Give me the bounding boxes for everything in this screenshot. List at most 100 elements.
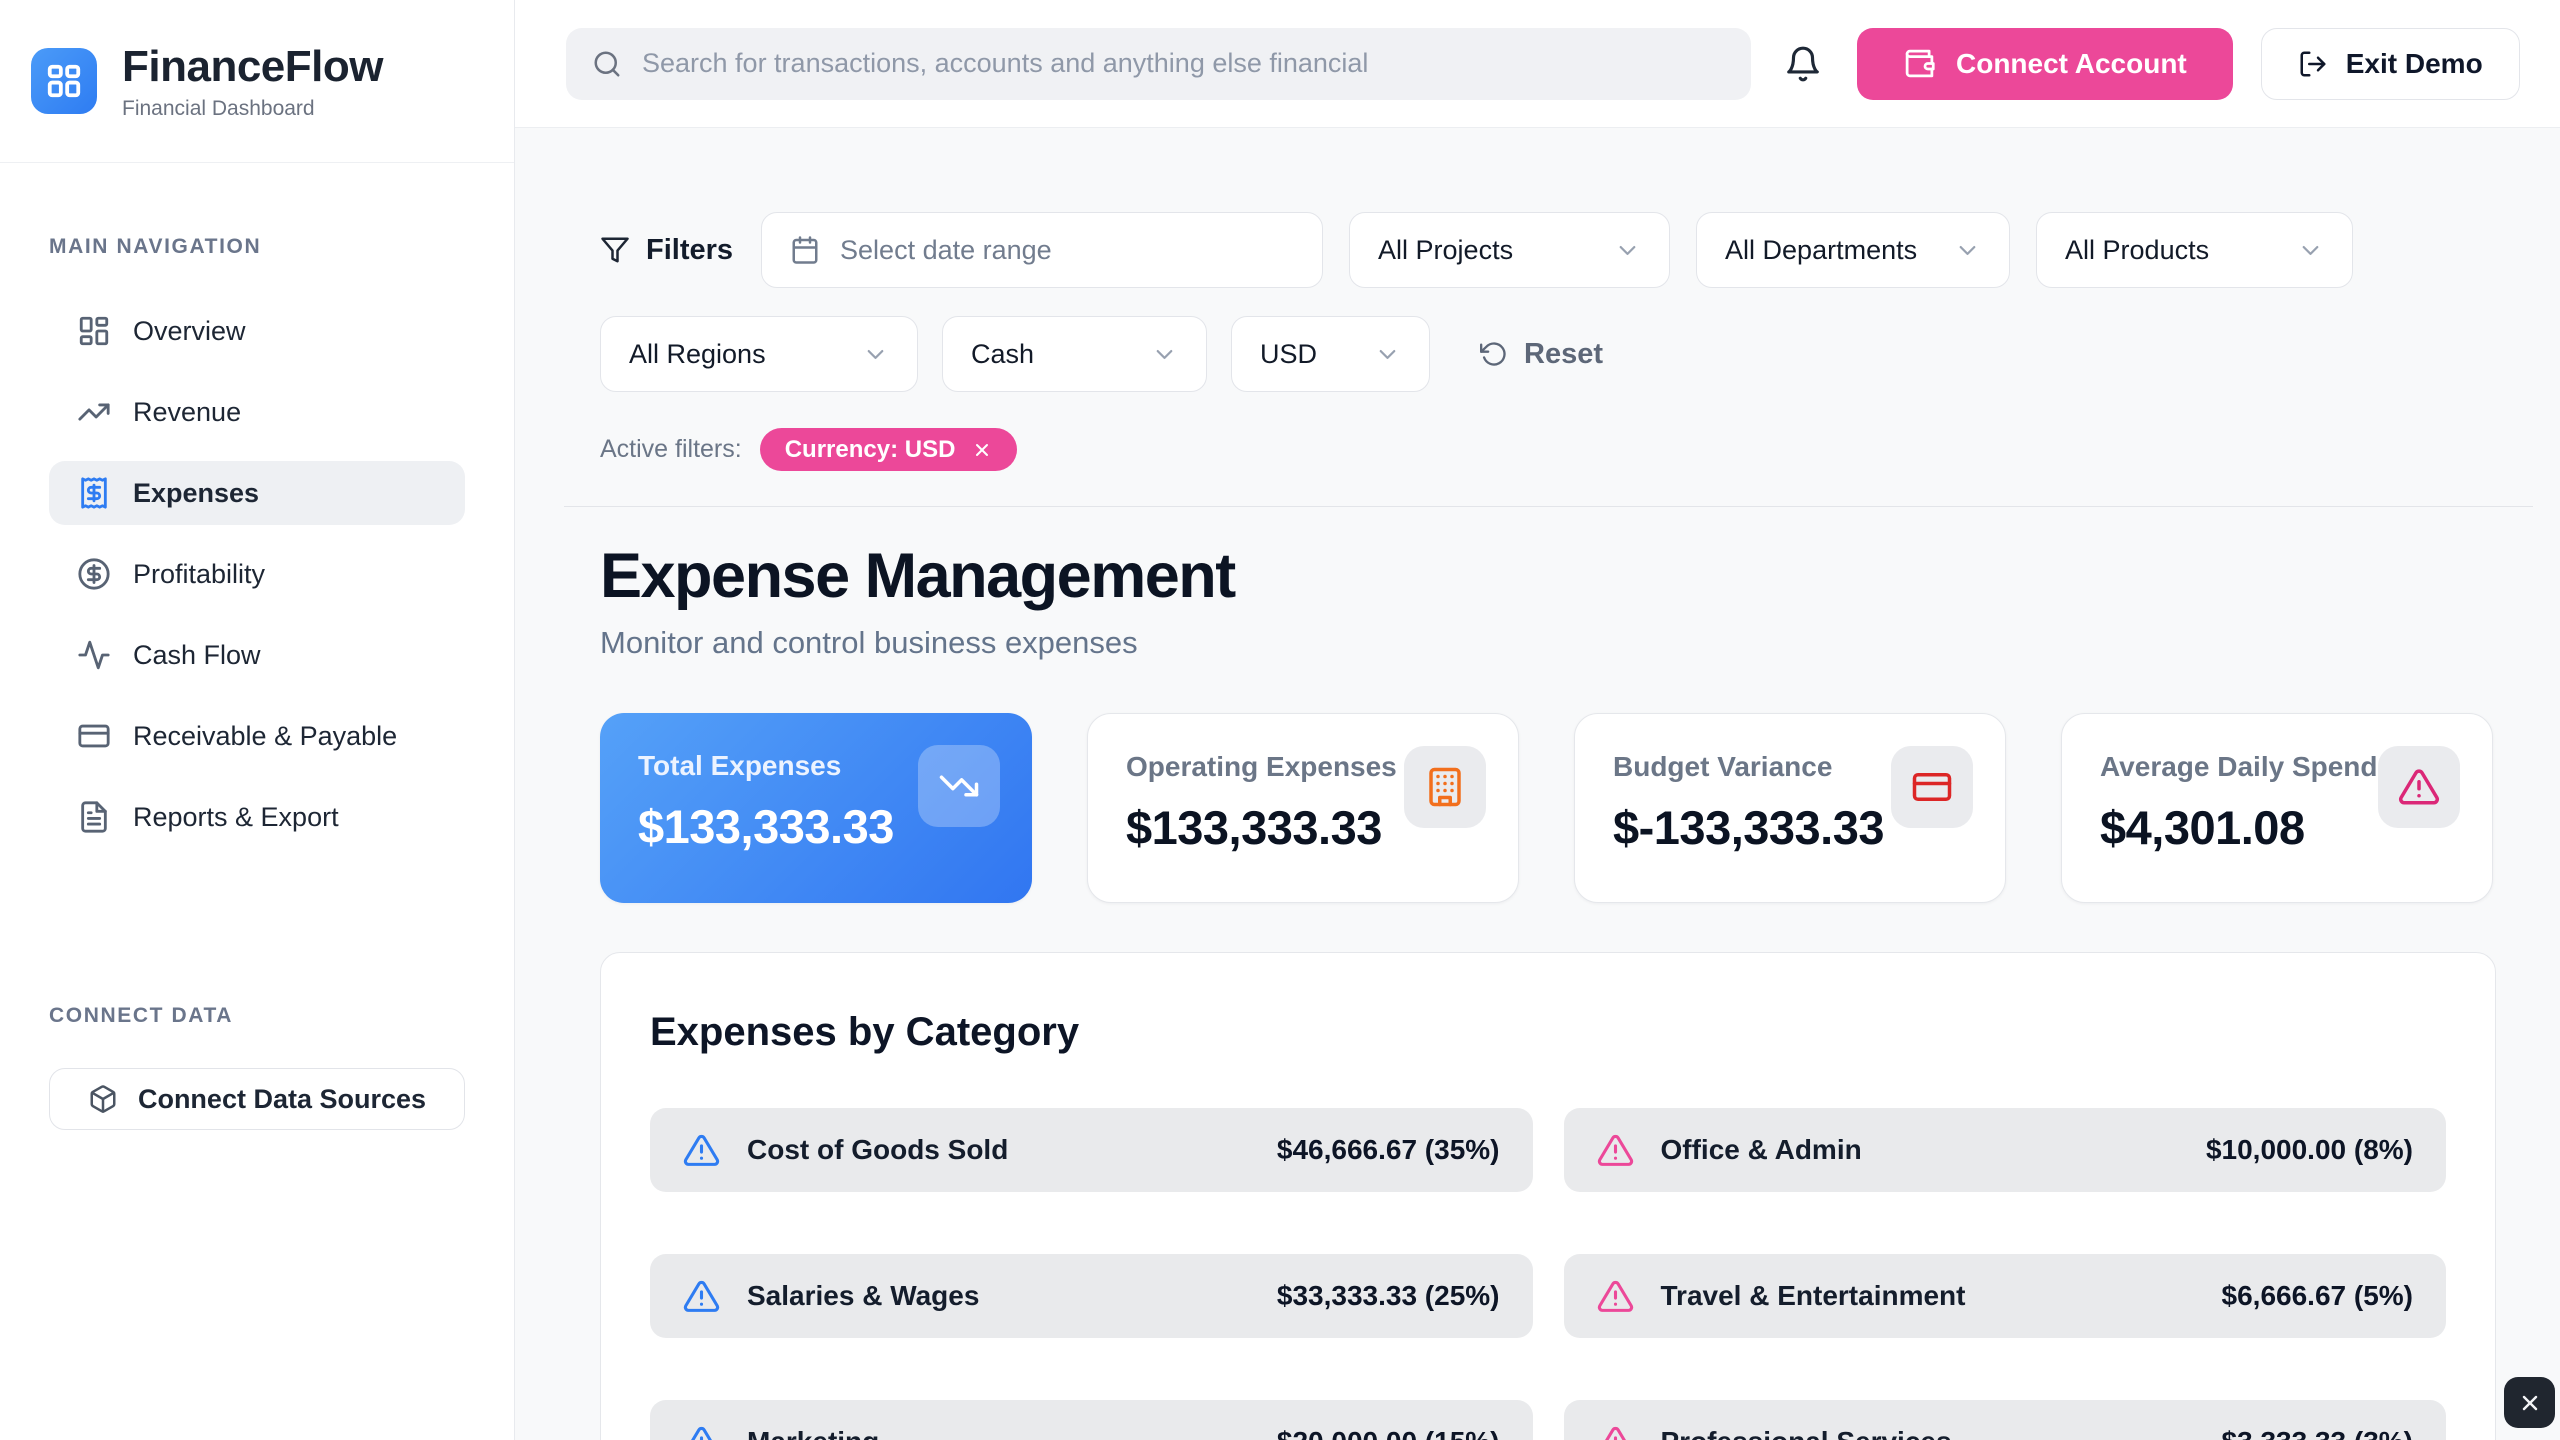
sidebar-item-overview[interactable]: Overview — [49, 299, 465, 363]
stat-label: Average Daily Spend — [2100, 751, 2378, 782]
category-name: Professional Services — [1661, 1426, 1952, 1440]
page-title: Expense Management — [600, 541, 1236, 611]
stat-label: Operating Expenses — [1126, 751, 1397, 782]
app-subtitle: Financial Dashboard — [122, 96, 315, 120]
exit-demo-button[interactable]: Exit Demo — [2260, 27, 2520, 100]
regions-dropdown[interactable]: All Regions — [600, 316, 918, 392]
category-row-cost-of-goods-sold[interactable]: Cost of Goods Sold $46,666.67 (35%) — [650, 1108, 1533, 1192]
filters-row-1: Filters Select date range All Projects A… — [600, 212, 2496, 288]
warning-triangle-icon — [683, 1134, 720, 1166]
chevron-down-icon — [1156, 349, 1173, 359]
category-name: Marketing — [747, 1426, 879, 1440]
category-value: $20,000.00 (15%) — [1277, 1426, 1500, 1440]
calendar-icon — [792, 236, 818, 264]
connect-account-button[interactable]: Connect Account — [1857, 27, 2233, 100]
category-value: $6,666.67 (5%) — [2221, 1280, 2413, 1311]
active-filter-chip-currency[interactable]: Currency: USD — [759, 428, 1018, 471]
logout-icon — [2300, 51, 2326, 76]
category-name: Salaries & Wages — [747, 1280, 980, 1311]
category-row-professional-services[interactable]: Professional Services $3,333.33 (3%) — [1563, 1400, 2446, 1440]
sidebar-item-label: Profitability — [133, 558, 266, 589]
sidebar-item-profitability[interactable]: Profitability — [49, 542, 465, 606]
warning-triangle-icon — [683, 1280, 720, 1312]
departments-dropdown[interactable]: All Departments — [1696, 212, 2011, 288]
sidebar-item-revenue[interactable]: Revenue — [49, 380, 465, 444]
category-row-salaries-wages[interactable]: Salaries & Wages $33,333.33 (25%) — [650, 1254, 1533, 1338]
stat-icon-tile — [1404, 746, 1486, 828]
date-range-placeholder: Select date range — [840, 234, 1052, 265]
date-range-input[interactable]: Select date range — [761, 212, 1324, 288]
connect-account-label: Connect Account — [1956, 47, 2187, 79]
sidebar-item-label: Expenses — [133, 477, 260, 508]
warning-triangle-icon — [1597, 1134, 1633, 1166]
active-filters-row: Active filters: Currency: USD — [600, 428, 2496, 471]
topbar: Connect Account Exit Demo — [515, 0, 2560, 128]
category-value: $3,333.33 (3%) — [2222, 1426, 2413, 1440]
sidebar-item-cash-flow[interactable]: Cash Flow — [49, 623, 465, 687]
global-search — [566, 27, 1751, 100]
stat-label: Budget Variance — [1613, 751, 1833, 782]
category-section-title: Expenses by Category — [650, 1010, 1080, 1054]
category-value: $46,666.67 (35%) — [1276, 1134, 1500, 1165]
currency-dropdown[interactable]: USD — [1231, 316, 1430, 392]
stat-card-average-daily-spend: Average Daily Spend $4,301.08 — [2061, 713, 2493, 903]
stat-value: $133,333.33 — [638, 800, 894, 853]
chevron-down-icon — [2302, 245, 2319, 255]
sidebar-item-label: Reports & Export — [133, 801, 339, 832]
nav-section-header: MAIN NAVIGATION — [49, 235, 262, 258]
stat-cards-row: Total Expenses $133,333.33 Operating Exp… — [600, 713, 2496, 903]
page-subtitle: Monitor and control business expenses — [600, 625, 1138, 660]
sidebar-item-expenses[interactable]: Expenses — [49, 461, 465, 525]
section-divider — [564, 506, 2533, 507]
sidebar-item-reports-export[interactable]: Reports & Export — [49, 785, 465, 849]
reset-filters-button[interactable]: Reset — [1480, 338, 1603, 371]
chevron-down-icon — [867, 349, 884, 359]
wallet-icon — [1905, 49, 1935, 78]
dashboard-grid-icon — [79, 316, 109, 346]
cube-icon — [90, 1085, 116, 1113]
brand: FinanceFlow Financial Dashboard — [0, 0, 514, 163]
expenses-by-category-card: Expenses by Category Cost of Goods Sold … — [600, 952, 2496, 1440]
category-row-marketing[interactable]: Marketing $20,000.00 (15%) — [650, 1400, 1533, 1440]
floating-close-button[interactable] — [2504, 1377, 2555, 1428]
stat-icon-tile — [918, 745, 1000, 827]
projects-dropdown[interactable]: All Projects — [1349, 212, 1671, 288]
warning-triangle-icon — [2398, 769, 2440, 805]
credit-card-icon — [1912, 773, 1952, 801]
building-icon — [1429, 767, 1461, 807]
bell-icon — [1787, 46, 1819, 81]
connect-data-sources-button[interactable]: Connect Data Sources — [49, 1068, 465, 1130]
products-dropdown[interactable]: All Products — [2036, 212, 2354, 288]
stat-card-operating-expenses: Operating Expenses $133,333.33 — [1087, 713, 1519, 903]
exit-demo-label: Exit Demo — [2345, 47, 2483, 79]
category-grid: Cost of Goods Sold $46,666.67 (35%) Offi… — [650, 1108, 2446, 1440]
category-row-travel-entertainment[interactable]: Travel & Entertainment $6,666.67 (5%) — [1563, 1254, 2446, 1338]
sidebar-item-label: Overview — [133, 315, 246, 346]
category-value: $10,000.00 (8%) — [2205, 1134, 2413, 1165]
connect-section-header: CONNECT DATA — [49, 1004, 234, 1027]
warning-triangle-icon — [1604, 1426, 1626, 1440]
search-input[interactable] — [642, 48, 1725, 79]
category-row-office-admin[interactable]: Office & Admin $10,000.00 (8%) — [1563, 1108, 2446, 1192]
warning-triangle-icon — [1597, 1280, 1633, 1312]
chip-label: Currency: USD — [784, 435, 956, 463]
main-column: Connect Account Exit Demo Filters Select… — [515, 0, 2560, 1440]
sidebar-item-receivable-payable[interactable]: Receivable & Payable — [49, 704, 465, 768]
reset-label: Reset — [1524, 337, 1603, 370]
chip-remove-icon[interactable] — [972, 440, 992, 460]
notifications-button[interactable] — [1775, 36, 1831, 92]
dollar-circle-icon — [78, 558, 110, 590]
payment-method-dropdown[interactable]: Cash — [942, 316, 1207, 392]
rotate-ccw-icon — [1480, 342, 1506, 366]
app-logo-icon — [31, 48, 97, 114]
active-filters-label: Active filters: — [600, 435, 742, 463]
chevron-down-icon — [1379, 349, 1396, 359]
main-navigation: MAIN NAVIGATION Overview Revenue Expense… — [0, 163, 514, 866]
sidebar: FinanceFlow Financial Dashboard MAIN NAV… — [0, 0, 515, 1440]
category-name: Cost of Goods Sold — [747, 1134, 1009, 1165]
document-icon — [81, 801, 107, 833]
stat-icon-tile — [1891, 746, 1973, 828]
receipt-icon — [81, 477, 107, 509]
chevron-down-icon — [1619, 245, 1636, 255]
